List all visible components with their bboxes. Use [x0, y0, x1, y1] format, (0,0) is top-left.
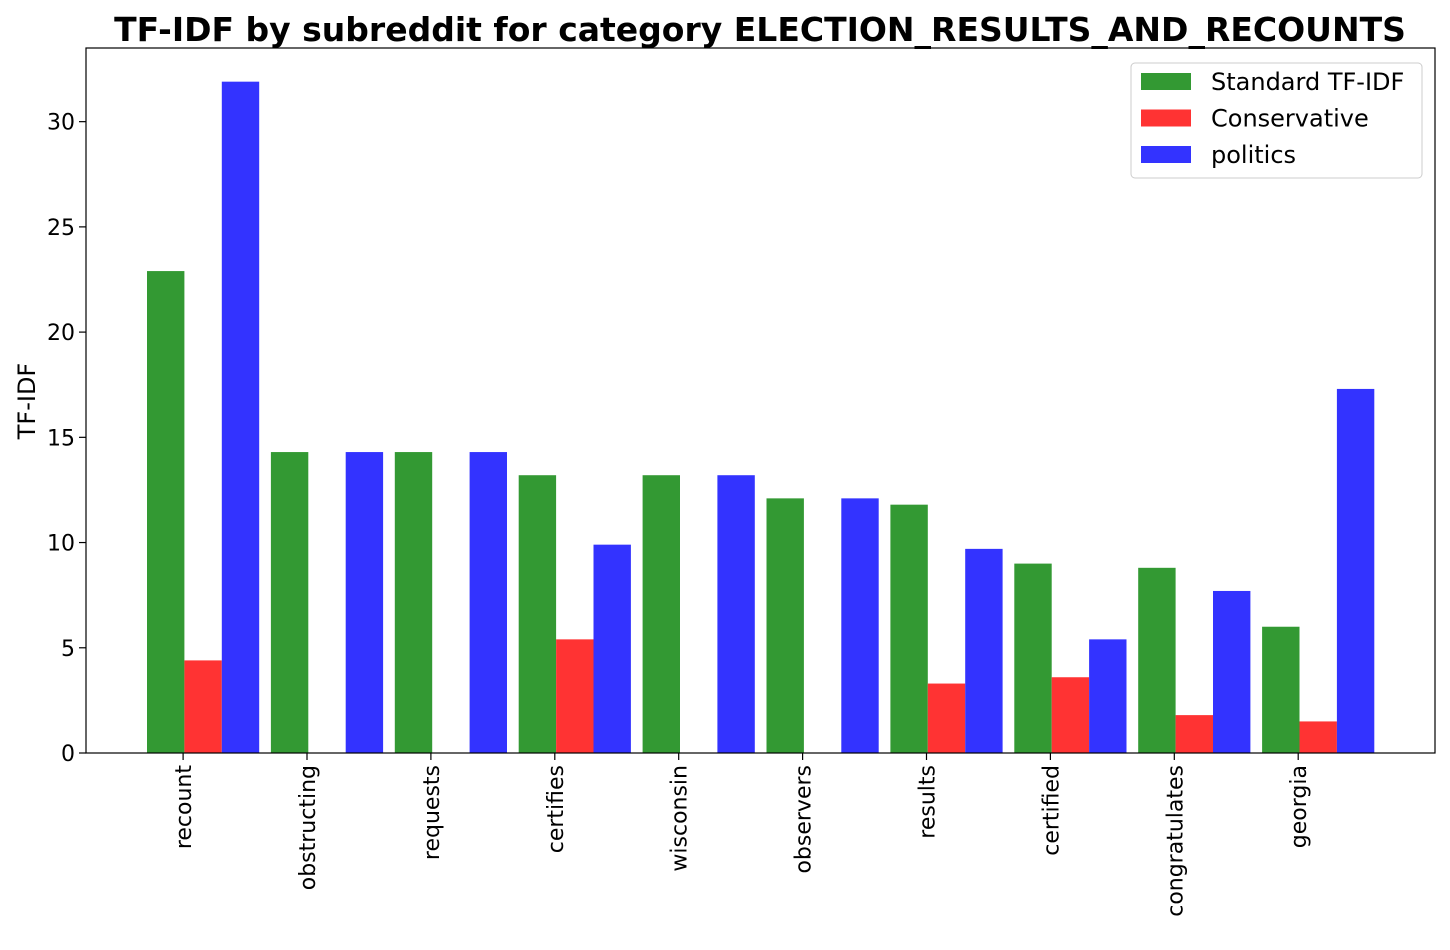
- x-tick-label-obstructing: obstructing: [296, 765, 321, 890]
- y-tick-label: 5: [61, 637, 75, 662]
- y-tick-label: 15: [47, 426, 75, 451]
- y-axis-label: TF-IDF: [13, 363, 41, 441]
- bar-standard-tf-idf-results: [890, 504, 928, 753]
- y-tick-label: 10: [47, 532, 75, 557]
- bar-standard-tf-idf-georgia: [1262, 626, 1300, 753]
- legend-swatch-conservative: [1141, 109, 1191, 127]
- chart-title: TF-IDF by subreddit for category ELECTIO…: [114, 10, 1406, 49]
- bar-politics-certifies: [593, 544, 631, 753]
- legend-box: [1130, 62, 1423, 179]
- x-tick-label-georgia: georgia: [1287, 765, 1312, 848]
- legend-label: politics: [1211, 141, 1296, 169]
- legend: Standard TF-IDF Conservative politics: [1130, 62, 1423, 179]
- bar-politics-congratulates: [1213, 590, 1251, 753]
- x-axis-ticks: recount obstructing requests certifies wisco…: [172, 753, 1312, 917]
- bars-group: [147, 81, 1375, 754]
- y-axis-ticks: 0 5 10 15 20 25 30: [47, 111, 86, 767]
- legend-label: Standard TF-IDF: [1211, 68, 1404, 96]
- y-tick-label: 20: [47, 321, 75, 346]
- x-tick-label-wisconsin: wisconsin: [668, 765, 693, 872]
- bar-conservative-recount: [184, 660, 222, 753]
- legend-swatch-politics: [1141, 146, 1191, 163]
- x-tick-label-congratulates: congratulates: [1163, 765, 1188, 917]
- bar-standard-tf-idf-obstructing: [270, 452, 309, 753]
- bar-politics-georgia: [1336, 388, 1375, 753]
- bar-conservative-congratulates: [1175, 715, 1213, 753]
- bar-conservative-georgia: [1299, 721, 1337, 753]
- bar-standard-tf-idf-recount: [147, 271, 185, 753]
- y-tick-label: 25: [47, 216, 75, 241]
- bar-politics-requests: [469, 452, 507, 753]
- bar-standard-tf-idf-congratulates: [1138, 567, 1176, 753]
- bar-standard-tf-idf-wisconsin: [642, 475, 680, 753]
- y-tick-label: 0: [61, 742, 75, 767]
- bar-conservative-results: [927, 683, 966, 753]
- bar-conservative-certifies: [556, 639, 594, 753]
- bar-politics-results: [965, 548, 1003, 753]
- bar-politics-recount: [221, 81, 260, 754]
- bar-conservative-certified: [1051, 677, 1090, 753]
- bar-standard-tf-idf-requests: [394, 452, 433, 753]
- legend-swatch-standard-tf-idf: [1141, 73, 1191, 90]
- x-tick-label-observers: observers: [792, 765, 817, 874]
- bar-standard-tf-idf-certified: [1014, 563, 1052, 753]
- plot-frame: [85, 47, 1436, 754]
- x-tick-label-requests: requests: [420, 765, 445, 860]
- x-tick-label-results: results: [916, 765, 941, 839]
- bar-politics-wisconsin: [717, 475, 755, 753]
- legend-label: Conservative: [1211, 105, 1369, 133]
- bar-politics-observers: [841, 498, 879, 753]
- bar-standard-tf-idf-certifies: [518, 475, 557, 753]
- bar-standard-tf-idf-observers: [766, 498, 804, 753]
- x-tick-label-certifies: certifies: [544, 765, 569, 853]
- x-tick-label-certified: certified: [1039, 765, 1064, 856]
- bar-politics-obstructing: [345, 452, 384, 753]
- y-tick-label: 30: [47, 111, 75, 136]
- x-tick-label-recount: recount: [172, 765, 197, 850]
- bar-politics-certified: [1089, 639, 1127, 753]
